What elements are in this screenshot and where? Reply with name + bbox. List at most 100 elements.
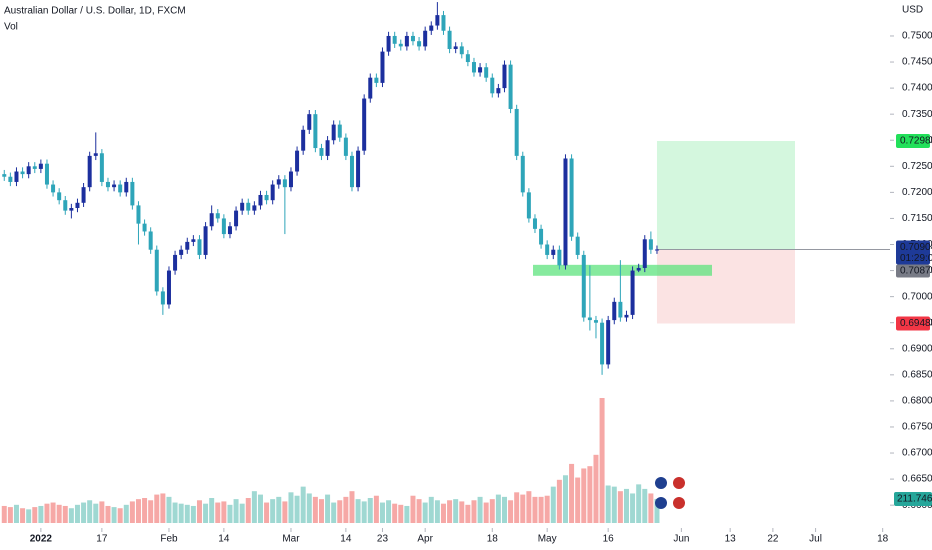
volume-bar [203, 503, 209, 523]
candle-body [276, 179, 281, 185]
candle-body [569, 158, 574, 237]
x-tick-label: May [538, 534, 557, 545]
volume-bar [514, 492, 520, 523]
candle-body [587, 317, 592, 321]
last-price-tag [896, 240, 930, 265]
volume-bar [294, 495, 300, 523]
volume-bar [276, 496, 282, 523]
volume-bar [239, 503, 245, 523]
volume-bar [32, 507, 38, 523]
volume-bar [282, 501, 288, 523]
prev-price-tag [896, 264, 930, 278]
volume-bar [453, 499, 459, 523]
volume-bar [221, 501, 227, 523]
candle-body [179, 249, 184, 255]
candle-body [282, 179, 287, 188]
volume-bar [630, 493, 636, 523]
candle-body [8, 176, 13, 182]
volume-bar [355, 499, 361, 523]
candle-body [459, 46, 464, 55]
candle-body [142, 223, 147, 232]
candle-body [636, 267, 641, 271]
candle-body [539, 228, 544, 245]
flag-icon [655, 477, 667, 489]
labels-layer: Australian Dollar / U.S. Dollar, 1D, FXC… [4, 5, 932, 545]
candle-body [295, 150, 300, 172]
volume-bar [599, 398, 605, 523]
volume-bar [142, 498, 148, 523]
flag-icon [655, 497, 667, 509]
candle-body [490, 77, 495, 94]
candle-body [563, 158, 568, 266]
candle-body [130, 181, 135, 206]
candle-body [606, 320, 611, 365]
volume-bar [489, 499, 495, 523]
candle-body [484, 67, 489, 78]
candle-body [136, 205, 141, 224]
candle-body [185, 241, 190, 250]
candle-body [654, 249, 659, 251]
candle-body [581, 254, 586, 318]
candle-body [209, 213, 214, 227]
candle-body [386, 35, 391, 52]
support-zone [533, 264, 712, 276]
volume-bar [166, 496, 172, 523]
candle-body [410, 35, 415, 42]
volume-bar [190, 505, 196, 523]
target-tag [896, 134, 930, 149]
candle-body [215, 213, 220, 219]
volume-bar [483, 502, 489, 523]
x-tick-label: 2022 [30, 534, 53, 545]
candle-body [331, 124, 336, 141]
candle-body [20, 171, 25, 175]
volume-bar [160, 493, 166, 523]
volume-bar [648, 493, 654, 523]
x-tick-label: Jul [809, 534, 822, 545]
candle-body [551, 249, 556, 255]
x-tick-label: Mar [282, 534, 300, 545]
volume-bar [410, 495, 416, 523]
volume-bar [331, 502, 337, 523]
candle-body [221, 218, 226, 235]
volume-bar [62, 505, 68, 523]
candle-body [51, 184, 56, 193]
volume-bar [569, 463, 575, 523]
volume-bar [196, 500, 202, 523]
candle-body [313, 114, 318, 149]
x-tick-label: Feb [160, 534, 178, 545]
candle-body [240, 202, 245, 211]
candle-body [99, 153, 104, 182]
volume-bar [654, 498, 660, 523]
volume-bar [587, 466, 593, 523]
x-tick-label: 16 [603, 534, 615, 545]
candle-body [301, 129, 306, 151]
candle-body [423, 30, 428, 47]
volume-bar [135, 499, 141, 523]
candle-body [392, 35, 397, 44]
volume-bar [87, 500, 93, 523]
candle-body [270, 184, 275, 201]
volume-bar [105, 505, 111, 523]
volume-bar [575, 477, 581, 523]
candle-body [532, 218, 537, 229]
volume-bar [349, 491, 355, 523]
volume-bar [288, 492, 294, 523]
volume-bar [215, 502, 221, 523]
volume-bar [251, 491, 257, 523]
candle-body [44, 163, 49, 185]
x-tick-label: 17 [96, 534, 108, 545]
x-tick-label: 22 [767, 534, 779, 545]
target-tag-label: 0.72985 [900, 136, 932, 147]
candle-body [105, 181, 110, 188]
x-tick-label: 18 [487, 534, 499, 545]
volume-bar [318, 499, 324, 523]
flag-icon [673, 477, 685, 489]
volume-bar [434, 500, 440, 523]
x-tick-label: 13 [725, 534, 737, 545]
volume-bar [447, 500, 453, 523]
